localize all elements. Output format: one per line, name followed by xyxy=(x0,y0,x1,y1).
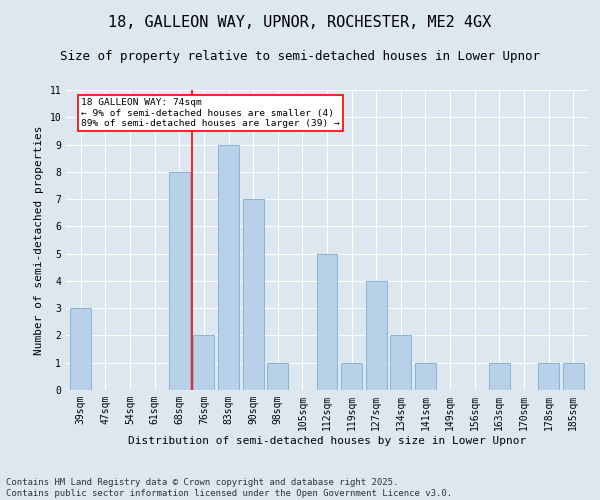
Bar xyxy=(415,362,436,390)
Text: 18, GALLEON WAY, UPNOR, ROCHESTER, ME2 4GX: 18, GALLEON WAY, UPNOR, ROCHESTER, ME2 4… xyxy=(109,15,491,30)
Bar xyxy=(218,144,239,390)
Bar xyxy=(391,336,412,390)
Bar xyxy=(489,362,510,390)
Bar xyxy=(169,172,190,390)
Bar xyxy=(267,362,288,390)
Bar xyxy=(70,308,91,390)
Text: Contains HM Land Registry data © Crown copyright and database right 2025.
Contai: Contains HM Land Registry data © Crown c… xyxy=(6,478,452,498)
Bar xyxy=(366,281,387,390)
Bar xyxy=(538,362,559,390)
Bar xyxy=(193,336,214,390)
Bar xyxy=(242,199,263,390)
Text: 18 GALLEON WAY: 74sqm
← 9% of semi-detached houses are smaller (4)
89% of semi-d: 18 GALLEON WAY: 74sqm ← 9% of semi-detac… xyxy=(81,98,340,128)
Text: Size of property relative to semi-detached houses in Lower Upnor: Size of property relative to semi-detach… xyxy=(60,50,540,63)
Bar xyxy=(341,362,362,390)
X-axis label: Distribution of semi-detached houses by size in Lower Upnor: Distribution of semi-detached houses by … xyxy=(128,436,526,446)
Bar xyxy=(317,254,337,390)
Y-axis label: Number of semi-detached properties: Number of semi-detached properties xyxy=(34,125,44,355)
Bar xyxy=(563,362,584,390)
